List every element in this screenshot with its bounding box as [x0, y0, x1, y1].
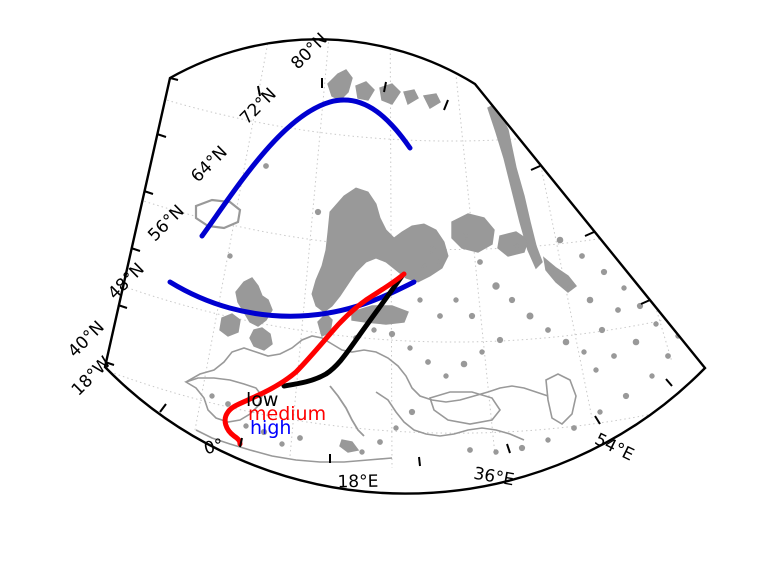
series-legend: low medium high	[246, 389, 326, 439]
lon-label-18e: 18°E	[337, 472, 378, 493]
coastlines	[184, 69, 681, 463]
map-border	[103, 38, 707, 495]
lon-label-0: 0°	[202, 435, 226, 459]
axis-ticks	[104, 77, 673, 467]
series-line-high-arctic	[199, 97, 413, 239]
series-label-high: high	[250, 417, 291, 439]
series-line-low	[281, 273, 405, 389]
series-label-low: low	[246, 389, 278, 411]
series-label-medium: medium	[248, 403, 326, 425]
series-line-medium	[222, 271, 407, 447]
